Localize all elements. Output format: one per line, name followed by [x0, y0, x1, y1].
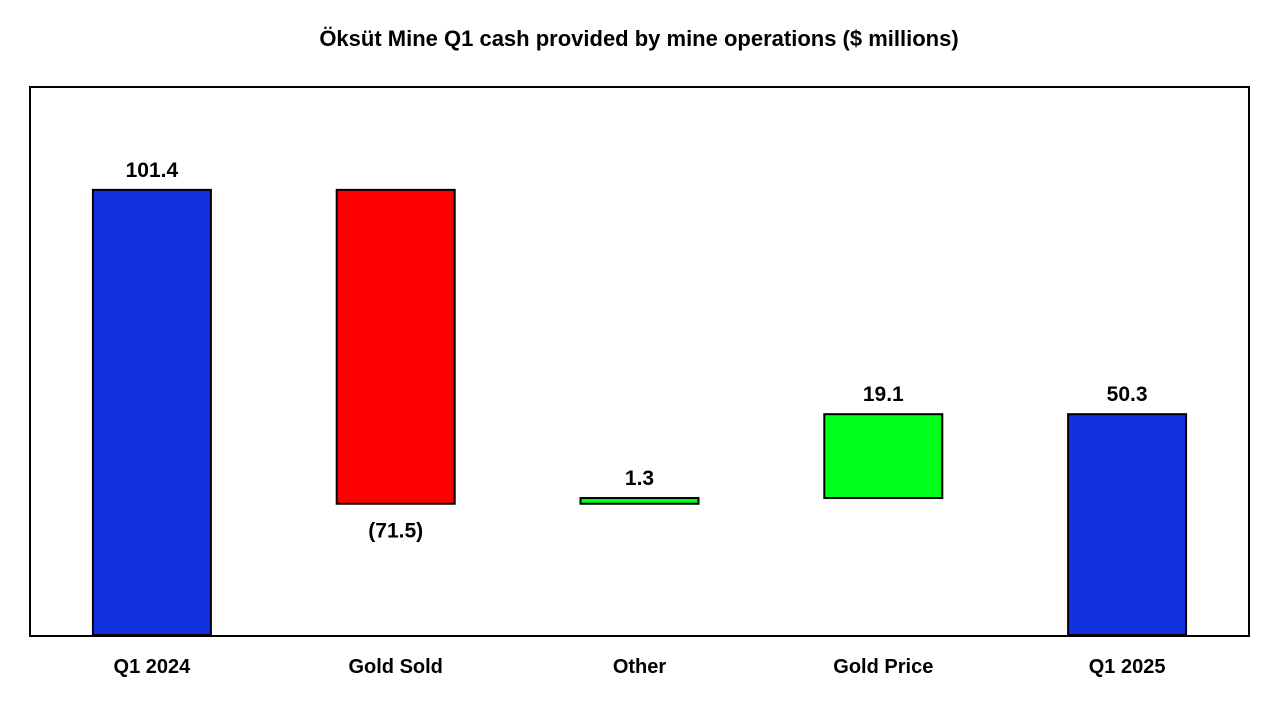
x-tick-labels-layer: Q1 2024 Gold Sold Other Gold Price Q1 2025: [114, 656, 1166, 678]
x-tick-label: Gold Sold: [348, 656, 442, 678]
data-label: 50.3: [1107, 383, 1148, 406]
bar-q1-2024: [91, 188, 212, 636]
chart-title: Öksüt Mine Q1 cash provided by mine oper…: [319, 26, 959, 51]
data-label: 19.1: [863, 383, 904, 406]
plot-frame: [29, 86, 1250, 637]
bars-layer: [91, 188, 1188, 637]
x-tick-label: Gold Price: [833, 656, 933, 678]
data-label: (71.5): [368, 520, 423, 543]
x-tick-label: Q1 2024: [114, 656, 192, 678]
bar-gold-price: [823, 413, 944, 500]
value-labels-layer: 101.4 (71.5) 1.3 19.1 50.3: [126, 159, 1148, 543]
data-label: 101.4: [126, 159, 179, 182]
bar-q1-2025: [1067, 413, 1188, 637]
bar-other: [579, 497, 700, 505]
data-label: 1.3: [625, 467, 654, 490]
x-tick-label: Other: [613, 656, 667, 678]
bar-gold-sold: [335, 188, 456, 505]
x-tick-label: Q1 2025: [1089, 656, 1166, 678]
